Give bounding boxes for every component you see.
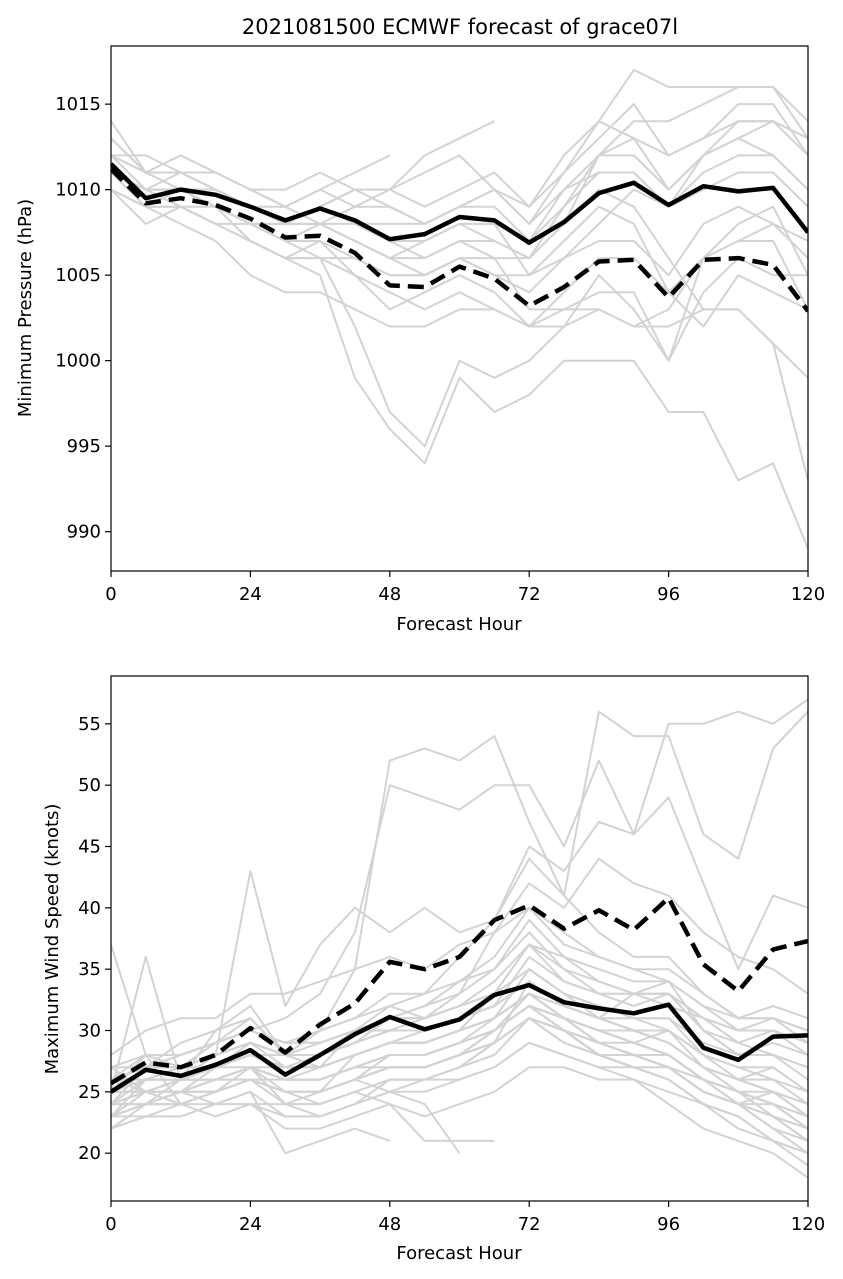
wind-ensemble-line <box>111 710 808 1069</box>
wind-y-axis-label: Maximum Wind Speed (knots) <box>42 804 63 1075</box>
wind-y-tick-label: 45 <box>78 837 101 858</box>
wind-x-tick-label: 96 <box>657 1214 680 1235</box>
pressure-median-line <box>111 167 808 313</box>
pressure-x-tick-label: 96 <box>657 584 680 605</box>
wind-x-tick-label: 24 <box>239 1214 262 1235</box>
pressure-x-tick-label: 24 <box>239 584 262 605</box>
wind-median-line <box>111 895 808 1086</box>
pressure-y-tick-label: 995 <box>67 436 101 457</box>
pressure-y-tick-label: 1005 <box>55 265 101 286</box>
pressure-mean-line <box>111 162 808 245</box>
wind-ensemble-line <box>111 1017 808 1167</box>
pressure-panel: 2021081500 ECMWF forecast of grace07l 0 2… <box>15 15 825 635</box>
wind-y-tick-label: 25 <box>78 1082 101 1103</box>
wind-y-tick-label: 30 <box>78 1020 101 1041</box>
pressure-y-axis-label: Minimum Pressure (hPa) <box>15 199 36 417</box>
wind-ensemble-line <box>111 1041 808 1179</box>
pressure-ensemble-line <box>111 171 808 277</box>
wind-x-tick-label: 48 <box>378 1214 401 1235</box>
pressure-x-tick-label: 72 <box>518 584 541 605</box>
wind-ensemble-line <box>111 796 808 1093</box>
pressure-x-axis-label: Forecast Hour <box>396 614 522 635</box>
pressure-ensemble-line <box>111 120 808 242</box>
wind-mean-line <box>111 982 808 1094</box>
pressure-x-ticks: 0 24 48 72 96 120 <box>105 571 825 605</box>
pressure-x-tick-label: 0 <box>105 584 116 605</box>
pressure-series-group <box>111 68 808 550</box>
wind-series-group <box>111 698 808 1179</box>
pressure-x-tick-label: 48 <box>378 584 401 605</box>
pressure-ensemble-line <box>111 171 808 379</box>
pressure-ensemble-line <box>111 120 808 225</box>
pressure-y-tick-label: 1015 <box>55 94 101 115</box>
wind-ensemble-line <box>111 931 808 1105</box>
wind-panel: 0 24 48 72 96 120 20 25 30 35 40 45 50 55 Forecast H… <box>42 675 825 1264</box>
pressure-axes-frame <box>110 45 809 572</box>
wind-y-tick-label: 20 <box>78 1143 101 1164</box>
wind-x-tick-label: 0 <box>105 1214 116 1235</box>
wind-y-tick-label: 35 <box>78 959 101 980</box>
wind-x-tick-label: 120 <box>791 1214 825 1235</box>
wind-ensemble-line <box>111 992 808 1130</box>
wind-x-tick-label: 72 <box>518 1214 541 1235</box>
chart-title: 2021081500 ECMWF forecast of grace07l <box>242 15 678 39</box>
pressure-y-tick-label: 990 <box>67 522 101 543</box>
wind-ensemble-line <box>111 906 808 1056</box>
pressure-y-tick-label: 1010 <box>55 180 101 201</box>
pressure-y-ticks: 990 995 1000 1005 1010 1015 <box>55 94 111 543</box>
wind-y-tick-label: 50 <box>78 775 101 796</box>
wind-x-ticks: 0 24 48 72 96 120 <box>105 1201 825 1235</box>
wind-y-tick-label: 40 <box>78 898 101 919</box>
wind-ensemble-line <box>111 1005 808 1142</box>
pressure-y-tick-label: 1000 <box>55 351 101 372</box>
wind-ensemble-line <box>111 968 808 1093</box>
wind-axes-frame <box>110 675 809 1202</box>
wind-y-ticks: 20 25 30 35 40 45 50 55 <box>78 714 111 1164</box>
pressure-x-tick-label: 120 <box>791 584 825 605</box>
wind-y-tick-label: 55 <box>78 714 101 735</box>
wind-x-axis-label: Forecast Hour <box>396 1243 522 1264</box>
